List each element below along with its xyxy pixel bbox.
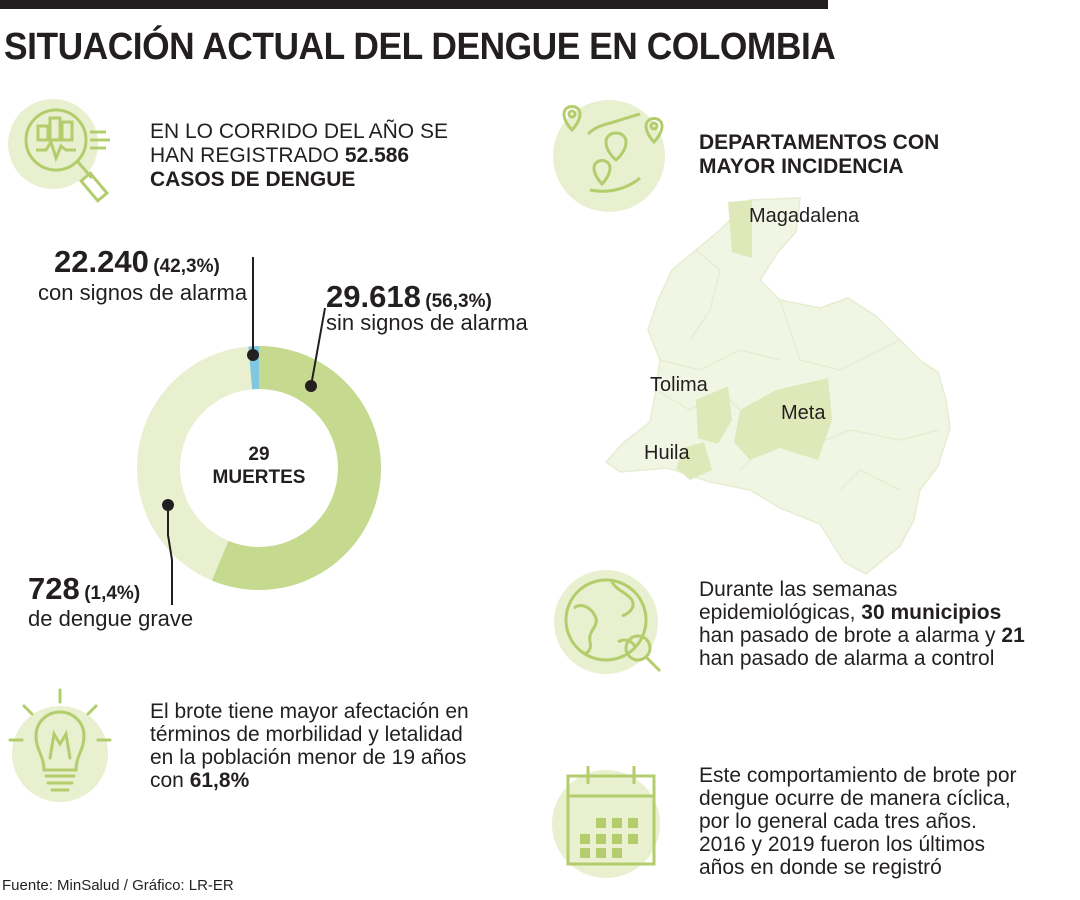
map-region-magadalena — [728, 200, 752, 258]
epi-line-1: Durante las semanas — [699, 578, 898, 601]
leader-line-sin — [310, 307, 326, 387]
cycle-line-3: por lo general cada tres años. — [699, 810, 977, 833]
leader-dot-grave — [162, 499, 174, 511]
cases-line-3-bold: CASOS DE DENGUE — [150, 168, 356, 191]
outbreak-line-3: en la población menor de 19 años — [150, 746, 467, 769]
leader-dot-con — [247, 349, 259, 361]
sin-value: 29.618 — [326, 279, 421, 314]
map-label-magadalena: Magadalena — [749, 205, 860, 227]
cycle-line-2: dengue ocurre de manera cíclica, — [699, 787, 1011, 810]
outbreak-line-4: con 61,8% — [150, 769, 469, 792]
cases-text: EN LO CORRIDO DEL AÑO SE HAN REGISTRADO … — [150, 120, 448, 192]
donut-hole — [180, 389, 338, 547]
colombia-map — [604, 197, 951, 575]
cases-line-2: HAN REGISTRADO 52.586 — [150, 144, 448, 168]
source-note: Fuente: MinSalud / Gráfico: LR-ER — [2, 877, 234, 894]
deaths-value: 29 — [248, 444, 270, 465]
cases-line-1: EN LO CORRIDO DEL AÑO SE — [150, 120, 448, 143]
cases-total: 52.586 — [344, 144, 410, 167]
label-con-value: 22.240 (42,3%) — [54, 244, 220, 280]
cycle-line-5: años en donde se registró — [699, 856, 942, 879]
map-pins-icon — [553, 100, 665, 212]
map-region-huila — [676, 442, 712, 480]
outbreak-line-4-pre: con — [150, 769, 184, 792]
grave-pct: (1,4%) — [84, 583, 141, 604]
epi-line-2: epidemiológicas, 30 municipios — [699, 601, 1025, 624]
grave-value: 728 — [28, 571, 80, 606]
epi-line-3-pre: han pasado de brote a alarma y — [699, 624, 996, 647]
con-label: con signos de alarma — [38, 280, 248, 305]
deaths-label: MUERTES — [212, 467, 306, 488]
leader-dot-sin — [305, 380, 317, 392]
label-grave-value: 728 (1,4%) — [28, 571, 140, 607]
epi-line-2-pre: epidemiológicas, — [699, 601, 856, 624]
epi-line-3: han pasado de brote a alarma y 21 — [699, 624, 1025, 647]
con-value: 22.240 — [54, 244, 149, 279]
departments-heading-2: MAYOR INCIDENCIA — [699, 155, 904, 178]
calendar-icon — [552, 766, 660, 878]
cases-line-3: CASOS DE DENGUE — [150, 168, 448, 192]
epi-count: 21 — [1001, 624, 1025, 647]
outbreak-text: El brote tiene mayor afectación en térmi… — [150, 700, 469, 792]
map-region-meta — [734, 378, 832, 460]
outbreak-line-2: términos de morbilidad y letalidad — [150, 723, 463, 746]
departments-heading: DEPARTAMENTOS CON MAYOR INCIDENCIA — [699, 131, 939, 179]
label-sin-value: 29.618 (56,3%) — [326, 279, 492, 315]
donut-center-label: 29 MUERTES — [199, 443, 319, 489]
departments-heading-1: DEPARTAMENTOS CON — [699, 131, 940, 154]
outbreak-pct: 61,8% — [189, 769, 250, 792]
chart-magnifier-icon — [8, 99, 110, 203]
sin-label: sin signos de alarma — [326, 310, 528, 335]
outbreak-line-1: El brote tiene mayor afectación en — [150, 700, 469, 723]
lightbulb-icon — [8, 688, 112, 802]
globe-magnifier-icon — [554, 570, 662, 674]
epi-text: Durante las semanas epidemiológicas, 30 … — [699, 578, 1025, 670]
map-label-meta: Meta — [781, 402, 826, 424]
sin-pct: (56,3%) — [425, 291, 492, 312]
leader-line-grave — [167, 505, 173, 605]
epi-line-4: han pasado de alarma a control — [699, 647, 995, 670]
grave-label: de dengue grave — [28, 606, 194, 631]
con-pct: (42,3%) — [153, 256, 220, 277]
map-region-tolima — [696, 386, 732, 444]
cycle-text: Este comportamiento de brote por dengue … — [699, 764, 1017, 879]
map-label-huila: Huila — [644, 442, 690, 464]
page-title: SITUACIÓN ACTUAL DEL DENGUE EN COLOMBIA — [4, 26, 836, 68]
cycle-line-4: 2016 y 2019 fueron los últimos — [699, 833, 986, 856]
cycle-line-1: Este comportamiento de brote por — [699, 764, 1017, 787]
cases-line-2-pre: HAN REGISTRADO — [150, 144, 340, 167]
epi-municipios: 30 municipios — [861, 601, 1002, 624]
map-label-tolima: Tolima — [650, 374, 708, 396]
donut-chart — [136, 257, 381, 605]
top-rule — [0, 0, 828, 9]
